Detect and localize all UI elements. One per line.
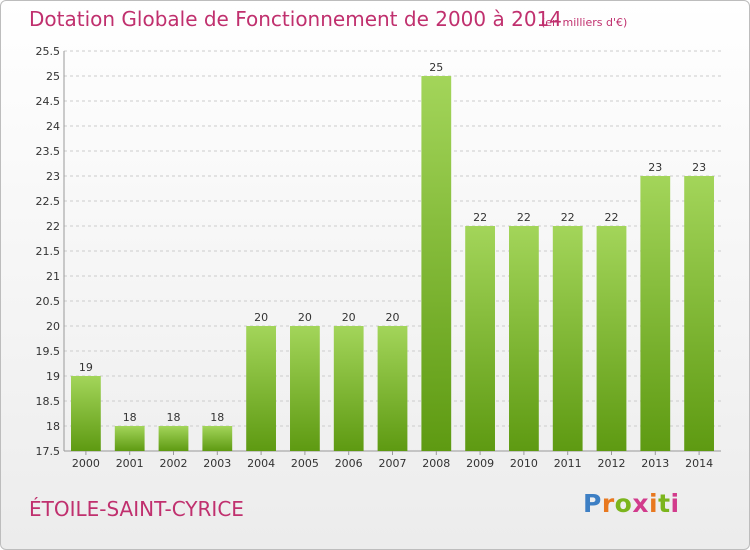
bar-2006 [333,326,364,451]
x-tick-label-2009: 2009 [466,457,494,470]
y-tick-label: 18 [46,420,60,433]
x-tick-label-2013: 2013 [641,457,669,470]
bar-2010 [509,226,539,451]
bar-2012 [596,226,627,451]
y-tick-label: 19 [46,370,60,383]
bar-2003 [202,426,233,451]
data-label-2006: 20 [342,311,356,324]
x-tick-label-2005: 2005 [291,457,319,470]
y-tick-label: 24.5 [36,95,61,108]
data-label-2010: 22 [517,211,531,224]
x-tick-label-2011: 2011 [554,457,582,470]
x-tick-label-2000: 2000 [72,457,100,470]
x-tick-label-2012: 2012 [598,457,626,470]
data-label-2009: 22 [473,211,487,224]
bar-2002 [158,426,189,451]
data-label-2011: 22 [561,211,575,224]
bar-2007 [377,326,408,451]
y-tick-label: 25.5 [36,45,61,58]
y-tick-label: 23.5 [36,145,61,158]
y-tick-label: 22 [46,220,60,233]
bar-2009 [465,226,495,451]
data-label-2001: 18 [123,411,137,424]
x-tick-label-2006: 2006 [335,457,363,470]
x-tick-label-2007: 2007 [379,457,407,470]
bar-2014 [684,176,714,451]
y-tick-label: 18.5 [36,395,61,408]
y-tick-label: 17.5 [36,445,61,458]
data-label-2012: 22 [605,211,619,224]
data-label-2004: 20 [254,311,268,324]
y-tick-label: 22.5 [36,195,61,208]
y-tick-label: 24 [46,120,60,133]
bar-2011 [552,226,583,451]
x-tick-label-2010: 2010 [510,457,538,470]
data-label-2000: 19 [79,361,93,374]
chart-title: Dotation Globale de Fonctionnement de 20… [29,7,562,31]
data-label-2005: 20 [298,311,312,324]
y-tick-label: 25 [46,70,60,83]
chart-subtitle: (en milliers d'€) [541,16,628,29]
data-label-2003: 18 [210,411,224,424]
data-label-2002: 18 [167,411,181,424]
bar-2004 [246,326,276,451]
x-tick-label-2003: 2003 [203,457,231,470]
y-tick-label: 19.5 [36,345,61,358]
bar-2013 [640,176,671,451]
x-tick-label-2002: 2002 [160,457,188,470]
x-tick-label-2001: 2001 [116,457,144,470]
data-label-2013: 23 [648,161,662,174]
y-tick-label: 21 [46,270,60,283]
data-label-2014: 23 [692,161,706,174]
commune-name: ÉTOILE-SAINT-CYRICE [29,497,244,521]
data-label-2007: 20 [386,311,400,324]
x-tick-label-2008: 2008 [422,457,450,470]
bar-2000 [71,376,101,451]
bar-2005 [290,326,320,451]
proxiti-logo: Proxiti [583,489,680,518]
bar-2008 [421,76,452,451]
x-tick-label-2014: 2014 [685,457,713,470]
bar-2001 [114,426,145,451]
y-tick-label: 20.5 [36,295,61,308]
y-tick-label: 20 [46,320,60,333]
y-tick-label: 21.5 [36,245,61,258]
data-label-2008: 25 [429,61,443,74]
y-tick-label: 23 [46,170,60,183]
x-tick-label-2004: 2004 [247,457,275,470]
